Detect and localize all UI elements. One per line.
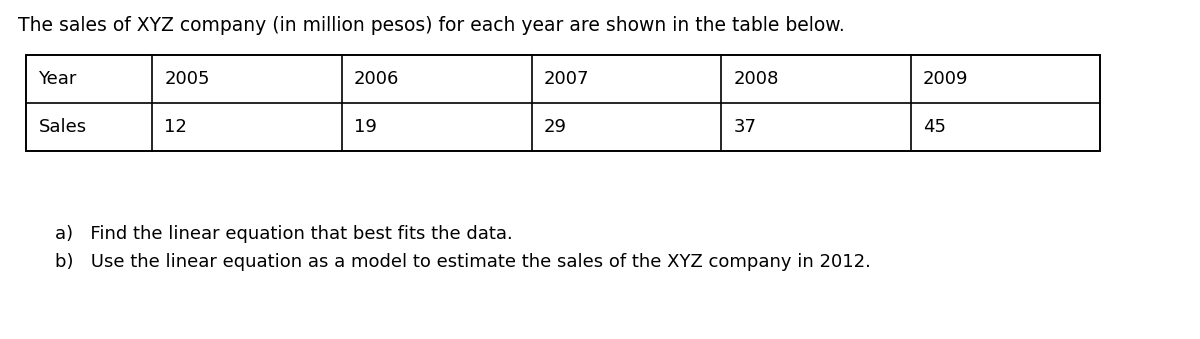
Text: 2007: 2007: [544, 70, 589, 88]
Text: 2009: 2009: [923, 70, 968, 88]
Text: 29: 29: [544, 118, 566, 136]
Text: Sales: Sales: [38, 118, 86, 136]
Text: 2005: 2005: [164, 70, 210, 88]
Text: 37: 37: [733, 118, 756, 136]
Text: 2008: 2008: [733, 70, 779, 88]
Text: a)   Find the linear equation that best fits the data.: a) Find the linear equation that best fi…: [55, 225, 512, 243]
Text: 19: 19: [354, 118, 377, 136]
Text: The sales of XYZ company (in million pesos) for each year are shown in the table: The sales of XYZ company (in million pes…: [18, 16, 845, 35]
Text: b)   Use the linear equation as a model to estimate the sales of the XYZ company: b) Use the linear equation as a model to…: [55, 253, 871, 271]
Text: 45: 45: [923, 118, 946, 136]
Text: 12: 12: [164, 118, 187, 136]
Text: 2006: 2006: [354, 70, 400, 88]
Text: Year: Year: [38, 70, 77, 88]
